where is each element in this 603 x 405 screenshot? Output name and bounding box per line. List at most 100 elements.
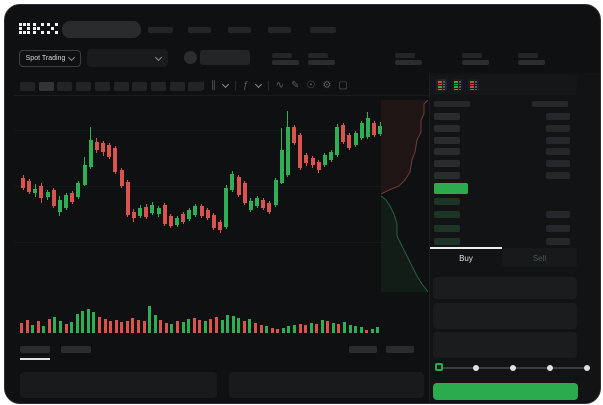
footer-tabs-row bbox=[20, 346, 420, 354]
volume-bar bbox=[153, 315, 157, 333]
volume-bar bbox=[120, 322, 124, 333]
ask-price-bar[interactable] bbox=[434, 148, 460, 155]
interval-button[interactable] bbox=[57, 82, 73, 91]
volume-bar bbox=[276, 329, 280, 333]
ask-price-bar[interactable] bbox=[434, 172, 460, 179]
candle-style-icon[interactable]: ∥ bbox=[211, 80, 216, 91]
app-window: Spot Trading ∥ ƒ ∿ ✎ ☉ ⚙ ▢ Buy Sell bbox=[4, 4, 601, 404]
bid-price-bar[interactable] bbox=[434, 225, 460, 232]
nav-item[interactable] bbox=[228, 27, 251, 33]
ask-price-bar[interactable] bbox=[434, 113, 460, 120]
book-row-line bbox=[475, 86, 477, 88]
candle-body bbox=[76, 183, 81, 197]
interval-button[interactable] bbox=[76, 82, 92, 91]
book-row-line bbox=[454, 83, 458, 85]
ask-price-bar[interactable] bbox=[434, 160, 460, 167]
candle-body bbox=[144, 207, 149, 217]
volume-bar bbox=[376, 327, 380, 333]
candle-body bbox=[211, 215, 216, 228]
bid-price-bar[interactable] bbox=[434, 211, 460, 218]
book-row-line bbox=[454, 81, 458, 83]
footer-button-left[interactable] bbox=[20, 372, 217, 398]
interval-button[interactable] bbox=[38, 82, 54, 91]
slider-stop[interactable] bbox=[510, 365, 516, 371]
slider-stop[interactable] bbox=[584, 365, 590, 371]
draw-tool-icon[interactable]: ✎ bbox=[290, 80, 300, 91]
candle-body bbox=[33, 189, 38, 193]
chevron-down-icon bbox=[154, 53, 163, 61]
interval-button[interactable] bbox=[20, 82, 35, 91]
okx-logo[interactable] bbox=[19, 23, 59, 34]
footer-button-right[interactable] bbox=[229, 372, 424, 398]
book-bids-view-icon[interactable] bbox=[452, 79, 463, 91]
logo-pixel bbox=[27, 23, 30, 26]
interval-button[interactable] bbox=[132, 82, 148, 91]
price-chart[interactable] bbox=[14, 96, 384, 342]
pair-selector[interactable] bbox=[87, 49, 168, 67]
line-type-icon[interactable]: ∿ bbox=[275, 80, 284, 91]
candle-body bbox=[193, 206, 198, 215]
candle-body bbox=[316, 162, 321, 170]
slider-stop[interactable] bbox=[473, 365, 479, 371]
ask-amount-bar bbox=[546, 113, 570, 120]
interval-button[interactable] bbox=[188, 82, 204, 91]
candle-body bbox=[181, 214, 186, 222]
nav-item[interactable] bbox=[148, 27, 173, 33]
volume-bar bbox=[58, 321, 62, 333]
tab-buy[interactable]: Buy bbox=[459, 253, 473, 263]
amount-field[interactable] bbox=[433, 303, 577, 329]
chevron-down-icon[interactable] bbox=[221, 80, 230, 89]
interval-button[interactable] bbox=[150, 82, 166, 91]
book-asks-view-icon[interactable] bbox=[468, 79, 479, 91]
bid-price-bar[interactable] bbox=[434, 198, 460, 205]
footer-action-bar[interactable] bbox=[349, 346, 377, 353]
volume-bar bbox=[97, 317, 101, 333]
volume-bar bbox=[109, 321, 113, 333]
interval-button[interactable] bbox=[113, 82, 129, 91]
buy-submit-button[interactable] bbox=[433, 383, 578, 400]
candle-body bbox=[88, 140, 93, 167]
logo-pixel bbox=[47, 31, 50, 34]
footer-tab[interactable] bbox=[61, 346, 91, 353]
total-field[interactable] bbox=[433, 332, 577, 358]
slider-handle[interactable] bbox=[435, 363, 443, 371]
candle-body bbox=[353, 133, 358, 145]
interval-button[interactable] bbox=[94, 82, 110, 91]
candle-body bbox=[292, 127, 297, 143]
book-split-view-icon[interactable] bbox=[436, 79, 447, 91]
ask-price-bar[interactable] bbox=[434, 125, 460, 132]
nav-item[interactable] bbox=[268, 27, 291, 33]
volume-bar bbox=[75, 314, 79, 333]
candle-body bbox=[267, 203, 272, 212]
screenshot-icon[interactable]: ☉ bbox=[306, 80, 316, 91]
volume-bar bbox=[298, 324, 302, 333]
market-type-selector[interactable]: Spot Trading bbox=[19, 50, 81, 67]
candle-body bbox=[162, 205, 167, 224]
indicators-icon[interactable]: ƒ bbox=[243, 80, 249, 91]
book-row-line bbox=[438, 81, 442, 83]
volume-bar bbox=[53, 317, 57, 333]
nav-item[interactable] bbox=[310, 27, 336, 33]
search-input[interactable] bbox=[62, 21, 141, 38]
candle-body bbox=[39, 186, 44, 198]
chevron-down-icon[interactable] bbox=[254, 80, 262, 89]
footer-tab[interactable] bbox=[20, 346, 50, 353]
nav-item[interactable] bbox=[188, 27, 211, 33]
interval-button[interactable] bbox=[169, 82, 185, 91]
depth-chart[interactable] bbox=[380, 96, 429, 293]
bid-price-bar[interactable] bbox=[434, 238, 460, 245]
footer-action-bar[interactable] bbox=[386, 346, 414, 353]
candle-body bbox=[119, 170, 124, 186]
tab-sell[interactable]: Sell bbox=[532, 253, 547, 263]
slider-stop[interactable] bbox=[547, 365, 553, 371]
chart-settings-icon[interactable]: ⚙ bbox=[322, 80, 332, 91]
price-field[interactable] bbox=[433, 277, 577, 299]
stat-value-bar bbox=[308, 59, 335, 65]
candle-body bbox=[107, 145, 112, 157]
candle-body bbox=[156, 208, 161, 214]
candle-body bbox=[273, 180, 278, 205]
candle-body bbox=[279, 150, 284, 183]
ask-amount-bar bbox=[546, 148, 570, 155]
fullscreen-icon[interactable]: ▢ bbox=[338, 80, 348, 91]
ask-price-bar[interactable] bbox=[434, 137, 460, 144]
